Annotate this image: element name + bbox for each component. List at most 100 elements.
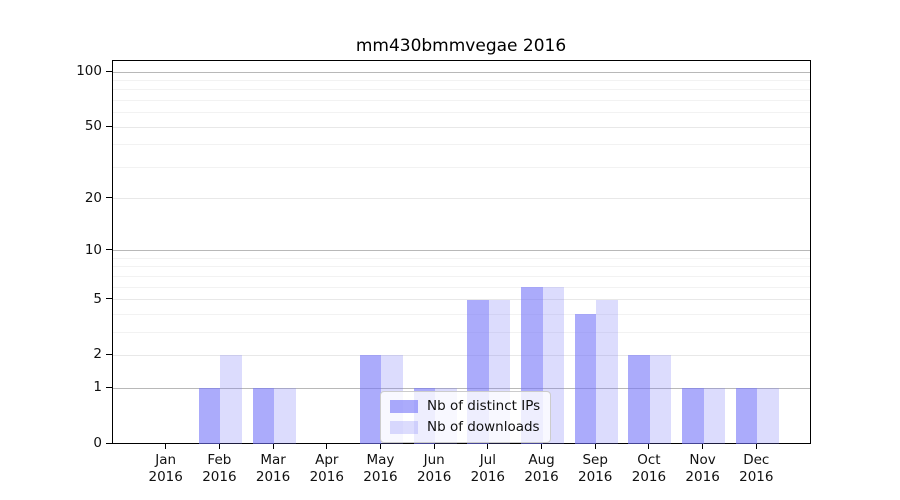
bar-downloads-dec <box>757 388 779 444</box>
y-tick-label-100: 100 <box>76 63 102 79</box>
x-tick-label-jun: Jun 2016 <box>394 452 474 486</box>
x-tick-oct <box>648 444 650 449</box>
gridline-minor <box>113 313 810 315</box>
y-tick-100 <box>106 70 112 72</box>
y-tick-20 <box>106 197 112 199</box>
gridline-minor <box>113 266 810 268</box>
bar-distinct-ips-mar <box>252 388 275 444</box>
legend: Nb of distinct IPs Nb of downloads <box>380 391 552 443</box>
y-tick-label-1: 1 <box>93 379 102 396</box>
bar-distinct-ips-nov <box>682 388 704 444</box>
x-tick-label-nov: Nov 2016 <box>663 452 743 486</box>
legend-row-downloads: Nb of downloads <box>390 418 540 436</box>
gridline-minor <box>113 286 810 288</box>
x-tick-label-year: 2016 <box>524 469 559 485</box>
gridline-minor <box>113 331 810 333</box>
x-tick-label-aug: Aug 2016 <box>502 452 582 486</box>
x-tick-label-dec: Dec 2016 <box>716 452 796 486</box>
x-tick-jul <box>487 444 489 449</box>
x-tick-label-month: Apr <box>315 452 339 468</box>
x-tick-jun <box>433 444 435 449</box>
gridline-major <box>113 299 810 301</box>
x-tick-label-month: Mar <box>260 452 286 468</box>
y-tick-label-2: 2 <box>93 346 102 363</box>
legend-swatch-distinct-ips <box>390 399 418 413</box>
y-tick-10 <box>106 249 112 251</box>
x-tick-label-year: 2016 <box>202 469 237 485</box>
x-tick-label-year: 2016 <box>578 469 613 485</box>
gridline-minor <box>113 79 810 81</box>
y-tick-label-10: 10 <box>84 241 102 258</box>
x-tick-label-oct: Oct 2016 <box>609 452 689 486</box>
x-tick-label-month: Feb <box>207 452 232 468</box>
legend-swatch-downloads <box>390 420 418 434</box>
x-tick-label-year: 2016 <box>309 469 344 485</box>
y-tick-5 <box>106 298 112 300</box>
x-tick-label-year: 2016 <box>470 469 506 485</box>
x-tick-label-year: 2016 <box>631 469 667 485</box>
x-tick-label-month: Aug <box>528 452 555 468</box>
gridline-minor <box>113 89 810 91</box>
legend-label-downloads: Nb of downloads <box>427 419 540 435</box>
x-tick-label-sep: Sep 2016 <box>555 452 635 486</box>
x-tick-nov <box>702 444 704 449</box>
x-tick-label-year: 2016 <box>255 469 291 485</box>
y-tick-label-0: 0 <box>93 435 102 451</box>
bar-downloads-sep <box>596 299 618 444</box>
y-tick-label-50: 50 <box>84 118 102 135</box>
gridline-minor <box>113 275 810 277</box>
plot-area <box>112 60 811 444</box>
gridline-major <box>113 354 810 356</box>
x-tick-aug <box>541 444 543 449</box>
y-tick-50 <box>106 125 112 127</box>
x-tick-label-month: Nov <box>689 452 716 468</box>
bar-downloads-feb <box>220 355 242 444</box>
bar-distinct-ips-feb <box>198 388 221 444</box>
x-tick-label-jan: Jan 2016 <box>126 452 206 486</box>
bar-downloads-nov <box>703 388 726 444</box>
bar-distinct-ips-dec <box>735 388 758 444</box>
x-tick-label-month: Jul <box>479 452 496 468</box>
x-tick-apr <box>326 444 328 449</box>
gridline-minor <box>113 257 810 259</box>
y-tick-label-5: 5 <box>93 290 102 307</box>
x-tick-label-mar: Mar 2016 <box>233 452 313 486</box>
y-tick-label-20: 20 <box>84 189 102 206</box>
x-tick-jan <box>165 444 167 449</box>
x-tick-label-year: 2016 <box>739 469 774 485</box>
gridline-major <box>113 126 810 128</box>
x-tick-label-month: May <box>366 452 395 468</box>
x-tick-label-month: Dec <box>743 452 770 468</box>
x-tick-label-apr: Apr 2016 <box>287 452 367 486</box>
bar-distinct-ips-oct <box>628 355 650 444</box>
x-tick-sep <box>594 444 596 449</box>
bar-downloads-mar <box>274 388 296 444</box>
gridline-minor <box>113 144 810 146</box>
gridline-major <box>113 198 810 200</box>
x-tick-label-year: 2016 <box>416 469 452 485</box>
x-tick-label-feb: Feb 2016 <box>179 452 259 486</box>
x-tick-dec <box>755 444 757 449</box>
gridline-major <box>113 250 810 252</box>
x-tick-label-year: 2016 <box>685 469 720 485</box>
y-tick-0 <box>106 442 112 444</box>
x-tick-label-month: Jan <box>155 452 177 468</box>
x-tick-label-may: May 2016 <box>340 452 420 486</box>
gridline-minor <box>113 99 810 101</box>
x-tick-label-month: Oct <box>637 452 661 468</box>
x-tick-mar <box>272 444 274 449</box>
bar-downloads-oct <box>649 355 672 444</box>
legend-label-distinct-ips: Nb of distinct IPs <box>427 398 541 414</box>
gridline-major <box>113 71 810 73</box>
y-tick-2 <box>106 353 112 355</box>
x-tick-may <box>379 444 381 449</box>
x-tick-label-month: Sep <box>582 452 608 468</box>
x-tick-label-jul: Jul 2016 <box>448 452 528 486</box>
bar-distinct-ips-may <box>359 355 382 444</box>
x-tick-label-year: 2016 <box>363 469 398 485</box>
x-tick-feb <box>218 444 220 449</box>
bar-distinct-ips-sep <box>574 314 597 444</box>
chart-title: mm430bmmvegae 2016 <box>355 36 567 56</box>
gridline-minor <box>113 112 810 114</box>
